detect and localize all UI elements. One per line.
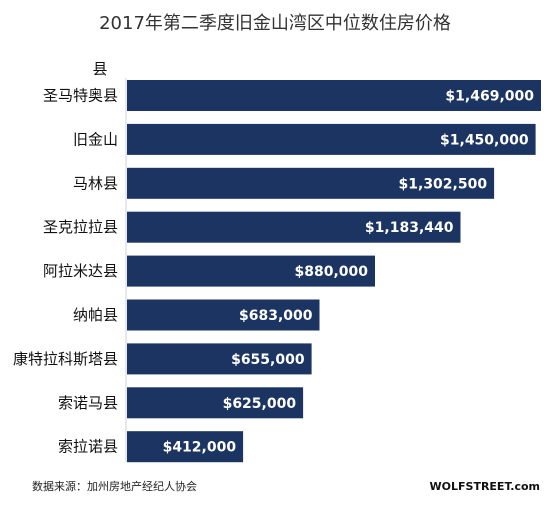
- category-label-7: 索诺马县: [58, 394, 118, 412]
- bar-6: [127, 343, 312, 375]
- value-label-1: $1,450,000: [440, 132, 529, 148]
- category-label-4: 阿拉米达县: [43, 262, 118, 280]
- bar-8: [127, 431, 244, 463]
- bar-0: [127, 80, 541, 111]
- category-label-6: 康特拉科斯塔县: [13, 350, 118, 368]
- value-label-3: $1,183,440: [365, 220, 454, 236]
- bars-group: 圣马特奥县 $1,469,000 旧金山 $1,450,000 马林县 $1,302,50…: [13, 80, 541, 463]
- chart-title: 2017年第二季度旧金山湾区中位数住房价格: [99, 13, 451, 34]
- value-label-6: $655,000: [231, 352, 305, 368]
- category-label-0: 圣马特奥县: [43, 87, 118, 105]
- y-axis-title: 县: [92, 60, 107, 78]
- category-label-8: 索拉诺县: [58, 438, 118, 456]
- value-label-5: $683,000: [239, 308, 313, 324]
- value-label-4: $880,000: [294, 264, 368, 280]
- value-label-8: $412,000: [163, 440, 237, 456]
- bar-4: [127, 255, 375, 287]
- bar-7: [127, 387, 304, 419]
- bar-3: [127, 211, 461, 243]
- bar-2: [127, 167, 495, 199]
- value-label-0: $1,469,000: [445, 89, 534, 105]
- category-label-3: 圣克拉拉县: [43, 218, 118, 236]
- bar-5: [127, 299, 320, 331]
- category-label-2: 马林县: [73, 174, 118, 192]
- value-label-2: $1,302,500: [399, 176, 488, 192]
- value-label-7: $625,000: [223, 396, 297, 412]
- category-label-5: 纳帕县: [73, 306, 118, 324]
- source-note: 数据来源：加州房地产经纪人协会: [32, 479, 197, 493]
- watermark: WOLFSTREET.com: [430, 480, 540, 493]
- bar-1: [127, 123, 536, 155]
- category-label-1: 旧金山: [73, 130, 118, 148]
